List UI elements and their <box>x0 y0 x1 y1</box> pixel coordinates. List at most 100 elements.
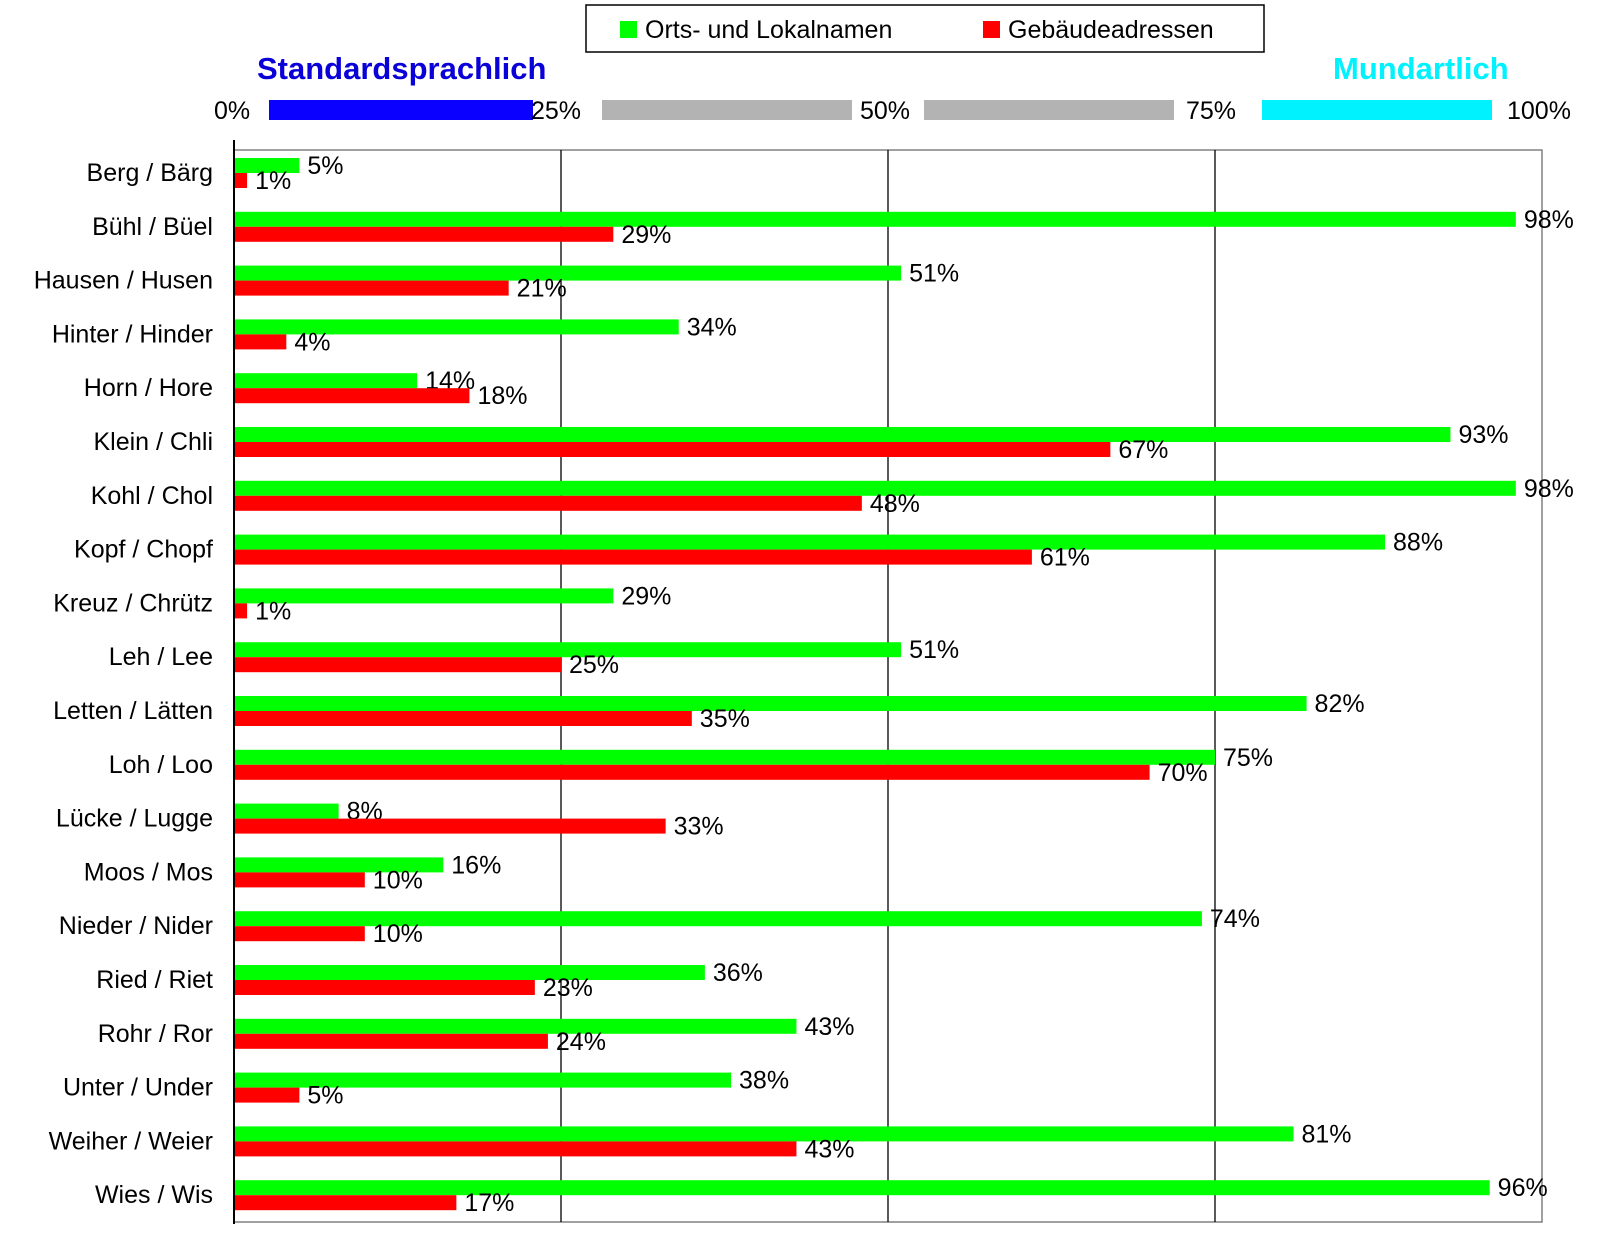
bar-orts-lokalnamen <box>234 803 339 819</box>
bar-gebaeudeadressen <box>234 872 365 888</box>
category-label: Unter / Under <box>63 1074 213 1102</box>
data-label-gebaeudeadressen: 67% <box>1118 436 1168 464</box>
category-label: Loh / Loo <box>109 751 213 779</box>
category-label: Berg / Bärg <box>87 159 213 187</box>
bar-gebaeudeadressen <box>234 1141 797 1157</box>
bar-orts-lokalnamen <box>234 319 679 335</box>
data-label-gebaeudeadressen: 21% <box>517 275 567 303</box>
legend-swatch-series-1 <box>620 21 637 38</box>
category-label: Wies / Wis <box>95 1181 213 1209</box>
data-label-gebaeudeadressen: 29% <box>621 221 671 249</box>
legend: Orts- und Lokalnamen Gebäudeadressen <box>585 4 1265 53</box>
data-label-gebaeudeadressen: 70% <box>1158 759 1208 787</box>
scale-tick-0: 0% <box>214 97 250 125</box>
category-label: Moos / Mos <box>84 858 213 886</box>
bar-gebaeudeadressen <box>234 1033 548 1049</box>
category-label: Nieder / Nider <box>59 912 213 940</box>
data-label-orts-lokalnamen: 38% <box>739 1067 789 1095</box>
data-label-orts-lokalnamen: 36% <box>713 959 763 987</box>
right-pole-label: Mundartlich <box>1333 51 1509 86</box>
category-labels: Berg / Bärg Bühl / Büel Hausen / Husen Hint… <box>34 159 213 1209</box>
data-label-orts-lokalnamen: 81% <box>1301 1120 1351 1148</box>
bar-orts-lokalnamen <box>234 1018 797 1034</box>
bar-gebaeudeadressen <box>234 280 509 296</box>
bars: 5%1%98%29%51%21%34%4%14%18%93%67%98%48%8… <box>234 152 1574 1217</box>
category-label: Horn / Hore <box>84 374 213 402</box>
data-label-gebaeudeadressen: 4% <box>294 328 330 356</box>
legend-label-series-2: Gebäudeadressen <box>1008 16 1214 44</box>
category-label: Kohl / Chol <box>91 482 213 510</box>
data-label-orts-lokalnamen: 51% <box>909 636 959 664</box>
category-label: Hausen / Husen <box>34 267 213 295</box>
data-label-gebaeudeadressen: 23% <box>543 974 593 1002</box>
bar-orts-lokalnamen <box>234 1072 732 1088</box>
category-label: Ried / Riet <box>96 966 213 994</box>
scale-tick-75: 75% <box>1186 97 1236 125</box>
data-label-gebaeudeadressen: 1% <box>255 597 291 625</box>
data-label-gebaeudeadressen: 43% <box>804 1135 854 1163</box>
bar-orts-lokalnamen <box>234 965 705 980</box>
bar-orts-lokalnamen <box>234 1126 1294 1142</box>
data-label-gebaeudeadressen: 33% <box>674 813 724 841</box>
bar-gebaeudeadressen <box>234 657 561 673</box>
data-label-orts-lokalnamen: 16% <box>451 851 501 879</box>
data-label-orts-lokalnamen: 93% <box>1458 421 1508 449</box>
data-label-orts-lokalnamen: 29% <box>621 582 671 610</box>
bar-orts-lokalnamen <box>234 696 1307 711</box>
bar-gebaeudeadressen <box>234 334 287 350</box>
bar-orts-lokalnamen <box>234 911 1202 927</box>
category-label: Weiher / Weier <box>49 1127 213 1155</box>
data-label-gebaeudeadressen: 61% <box>1040 544 1090 572</box>
data-label-gebaeudeadressen: 18% <box>477 382 527 410</box>
bar-orts-lokalnamen <box>234 642 902 658</box>
bar-gebaeudeadressen <box>234 388 470 404</box>
gridlines <box>560 150 1216 1222</box>
data-label-orts-lokalnamen: 51% <box>909 260 959 288</box>
category-label: Lücke / Lugge <box>56 805 213 833</box>
bar-orts-lokalnamen <box>234 373 418 389</box>
bar-gebaeudeadressen <box>234 926 365 942</box>
bar-gebaeudeadressen <box>234 711 692 726</box>
scale-tick-25: 25% <box>531 97 581 125</box>
scale-segment-4 <box>1262 100 1492 120</box>
bar-orts-lokalnamen <box>234 158 300 173</box>
scale-segment-2 <box>602 100 852 120</box>
bar-orts-lokalnamen <box>234 211 1516 227</box>
data-label-orts-lokalnamen: 34% <box>687 313 737 341</box>
legend-box <box>585 4 1265 53</box>
bar-orts-lokalnamen <box>234 1180 1490 1196</box>
data-label-orts-lokalnamen: 5% <box>307 152 343 180</box>
data-label-orts-lokalnamen: 96% <box>1498 1174 1548 1202</box>
bar-orts-lokalnamen <box>234 427 1451 442</box>
bar-orts-lokalnamen <box>234 749 1215 765</box>
left-pole-label: Standardsprachlich <box>257 51 546 86</box>
category-label: Kreuz / Chrütz <box>53 589 213 617</box>
data-label-orts-lokalnamen: 43% <box>804 1013 854 1041</box>
bar-gebaeudeadressen <box>234 1087 300 1103</box>
bar-gebaeudeadressen <box>234 442 1111 457</box>
data-label-orts-lokalnamen: 88% <box>1393 529 1443 557</box>
data-label-gebaeudeadressen: 48% <box>870 490 920 518</box>
data-label-orts-lokalnamen: 98% <box>1524 475 1574 503</box>
bar-gebaeudeadressen <box>234 549 1032 565</box>
category-label: Leh / Lee <box>109 643 213 671</box>
bar-gebaeudeadressen <box>234 173 248 188</box>
data-label-orts-lokalnamen: 74% <box>1210 905 1260 933</box>
category-label: Letten / Lätten <box>53 697 213 725</box>
scale-tick-100: 100% <box>1507 97 1571 125</box>
category-label: Klein / Chli <box>94 428 214 456</box>
scale-segment-1 <box>269 100 533 120</box>
data-label-gebaeudeadressen: 5% <box>307 1082 343 1110</box>
scale-segment-3 <box>924 100 1174 120</box>
category-label: Rohr / Ror <box>98 1020 213 1048</box>
scale-header: Standardsprachlich Mundartlich 0% 25% 50… <box>214 51 1571 125</box>
bar-gebaeudeadressen <box>234 603 248 619</box>
bar-orts-lokalnamen <box>234 857 444 873</box>
data-label-gebaeudeadressen: 35% <box>700 705 750 733</box>
data-label-gebaeudeadressen: 10% <box>373 920 423 948</box>
bar-orts-lokalnamen <box>234 534 1386 550</box>
category-label: Kopf / Chopf <box>74 536 213 564</box>
bar-gebaeudeadressen <box>234 980 535 995</box>
bar-orts-lokalnamen <box>234 588 614 604</box>
